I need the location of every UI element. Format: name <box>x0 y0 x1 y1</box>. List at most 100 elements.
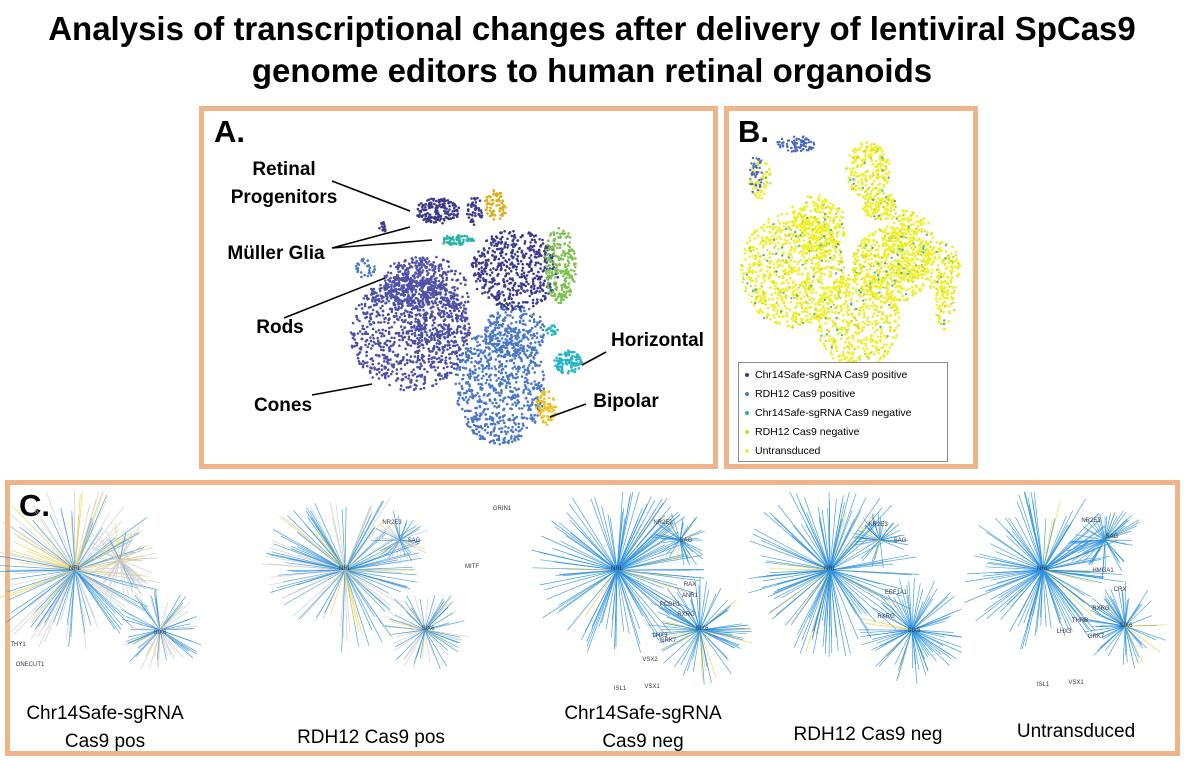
gene-label: RXRG <box>877 614 895 620</box>
gene-label: SIX6 <box>907 628 921 634</box>
panel-a <box>199 106 718 469</box>
gene-label: NR2E3 <box>653 520 673 526</box>
panel-b-label: B. <box>738 114 769 149</box>
gene-label: RXRG <box>1092 606 1110 612</box>
legend-swatch <box>745 373 749 378</box>
figure-title-line2: genome editors to human retinal organoid… <box>251 52 933 89</box>
leader-horizontal <box>581 351 607 366</box>
caption-line: Untransduced <box>1016 721 1136 742</box>
gene-label: ONECUT1 <box>16 662 45 668</box>
gene-label: EEF1A1 <box>885 590 908 596</box>
tsne-panel-b <box>740 135 961 369</box>
gene-label: SIX6 <box>1119 623 1133 629</box>
gene-label: NRL <box>69 566 82 572</box>
leader-muller-1 <box>331 226 411 249</box>
panel-c <box>5 480 1180 756</box>
gene-label: NRL <box>1037 566 1050 572</box>
gene-label: NR2E3 <box>382 520 402 526</box>
leader-cones <box>311 383 373 396</box>
caption-line: RDH12 Cas9 pos <box>297 727 445 748</box>
gene-label: SAG <box>1106 534 1119 540</box>
tsne-panel-a <box>349 189 583 446</box>
legend-item: Chr14Safe-sgRNA Cas9 positive <box>745 366 941 385</box>
legend-label: Untransduced <box>755 445 821 457</box>
gene-label: NR2E3 <box>1081 518 1101 524</box>
annotation-leader-lines <box>283 180 607 418</box>
gene-label: NRL <box>339 566 352 572</box>
label-cones: Cones <box>253 395 313 416</box>
legend-label: Chr14Safe-sgRNA Cas9 negative <box>755 407 912 419</box>
gene-label: THRB <box>1072 618 1088 624</box>
gene-label: SIX6 <box>153 630 167 636</box>
legend-swatch <box>745 411 749 416</box>
gene-label: SIX6 <box>695 626 709 632</box>
legend-item: RDH12 Cas9 positive <box>745 385 941 404</box>
gene-label: RXRG <box>677 612 695 618</box>
gene-label: GRIN1 <box>493 506 512 512</box>
label-rods: Rods <box>256 317 304 338</box>
gene-label: LHX3 <box>652 633 668 639</box>
caption-line: Cas9 pos <box>64 731 146 752</box>
networks-panel-c: NRL SIX6 THY1 ONECUT1 NRL NR2E3 SAG SIX6 MITF GRI… <box>0 491 1168 692</box>
legend-panel-b: Chr14Safe-sgRNA Cas9 positive RDH12 Cas9… <box>738 362 948 462</box>
caption-line: RDH12 Cas9 neg <box>793 724 943 745</box>
gene-label: PCDH1 <box>660 602 681 608</box>
network-graph: NRL NR2E3 SAG SIX6 MITF GRIN1 <box>261 498 512 670</box>
network-caption-5: Untransduced <box>981 718 1171 746</box>
gene-label: RAX <box>684 582 696 588</box>
legend-item: Chr14Safe-sgRNA Cas9 negative <box>745 404 941 423</box>
gene-label: SIX6 <box>421 626 435 632</box>
gene-label: GRK7 <box>1088 634 1105 640</box>
gene-label: GRK7 <box>660 638 677 644</box>
label-bipolar: Bipolar <box>593 391 659 412</box>
network-graph: NRL NR2E3 SAG EEF1A1 RXRG SIX6 <box>748 491 963 685</box>
gene-label: SAG <box>408 538 421 544</box>
gene-label: VSX2 <box>642 657 658 663</box>
caption-line: Cas9 neg <box>602 731 684 752</box>
network-graph: NRL SIX6 THY1 ONECUT1 <box>0 491 202 670</box>
legend-item: Untransduced <box>745 442 941 461</box>
gene-label: ANR1 <box>682 593 699 599</box>
legend-item: RDH12 Cas9 negative <box>745 423 941 442</box>
network-caption-2: RDH12 Cas9 pos <box>276 724 466 752</box>
leader-muller-2 <box>331 239 433 249</box>
legend-swatch <box>745 449 749 454</box>
legend-swatch <box>745 430 749 435</box>
network-caption-4: RDH12 Cas9 neg <box>773 721 963 749</box>
gene-label: NRL <box>824 566 837 572</box>
label-retinal: Retinal <box>252 159 316 180</box>
panel-c-label: C. <box>19 488 50 523</box>
gene-label: ISL1 <box>1037 682 1050 688</box>
gene-label: MITF <box>465 564 479 570</box>
panel-a-label: A. <box>214 114 245 149</box>
gene-label: NRL <box>611 566 624 572</box>
gene-label: HMGA1 <box>1092 568 1114 574</box>
legend-label: RDH12 Cas9 positive <box>755 388 856 400</box>
figure-title-line1: Analysis of transcriptional changes afte… <box>48 10 1136 47</box>
label-horizontal: Horizontal <box>611 330 704 351</box>
caption-line: Chr14Safe-sgRNA <box>26 703 184 724</box>
legend-label: RDH12 Cas9 negative <box>755 426 860 438</box>
gene-label: CRX <box>1114 587 1127 593</box>
gene-label: VSX1 <box>644 684 660 690</box>
leader-rods <box>283 277 386 319</box>
label-progenitors: Progenitors <box>230 187 338 208</box>
gene-label: THY1 <box>10 642 26 648</box>
gene-label: NR2E3 <box>868 522 888 528</box>
gene-label: SAG <box>894 538 907 544</box>
gene-label: VSX1 <box>1068 680 1084 686</box>
legend-label: Chr14Safe-sgRNA Cas9 positive <box>755 369 908 381</box>
gene-label: ISL1 <box>614 686 627 692</box>
gene-label: LHX3 <box>1056 629 1072 635</box>
label-muller-glia: Müller Glia <box>227 243 325 264</box>
gene-label: SAG <box>680 538 693 544</box>
legend-swatch <box>745 392 749 397</box>
network-caption-3: Chr14Safe-sgRNA Cas9 neg <box>548 700 738 756</box>
leader-bipolar <box>549 403 587 418</box>
network-caption-1: Chr14Safe-sgRNA Cas9 pos <box>10 700 200 756</box>
leader-progenitors <box>331 180 411 212</box>
caption-line: Chr14Safe-sgRNA <box>564 703 722 724</box>
